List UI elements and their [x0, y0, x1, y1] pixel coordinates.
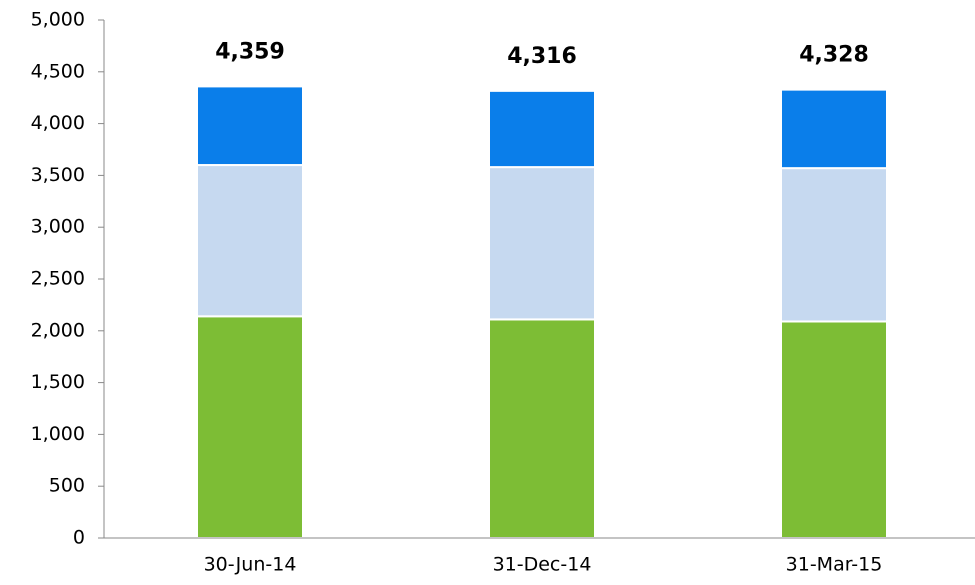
- bar-segment: [780, 88, 888, 170]
- x-tick-label: 31-Dec-14: [493, 554, 592, 576]
- total-label: 4,316: [507, 44, 577, 69]
- y-tick-label: 3,000: [31, 216, 85, 238]
- bar-segment: [780, 167, 888, 323]
- y-tick-label: 1,000: [31, 423, 85, 445]
- bar-segment: [196, 315, 304, 539]
- bar-segment: [780, 320, 888, 540]
- bar-segment: [196, 85, 304, 167]
- y-tick-label: 5,000: [31, 9, 85, 31]
- y-tick-label: 2,000: [31, 319, 85, 341]
- y-tick-label: 1,500: [31, 371, 85, 393]
- y-tick-label: 0: [73, 527, 85, 549]
- x-tick-label: 31-Mar-15: [786, 554, 883, 576]
- bar-segment: [488, 89, 596, 169]
- bar-segment: [488, 318, 596, 539]
- y-tick-label: 3,500: [31, 164, 85, 186]
- bar-segment: [488, 166, 596, 321]
- total-label: 4,328: [799, 43, 869, 68]
- x-tick-label: 30-Jun-14: [204, 554, 297, 576]
- y-tick-label: 4,000: [31, 112, 85, 134]
- y-tick-label: 2,500: [31, 268, 85, 290]
- y-tick-label: 500: [49, 475, 85, 497]
- bar-segment: [196, 164, 304, 318]
- total-label: 4,359: [215, 39, 285, 64]
- y-tick-label: 4,500: [31, 60, 85, 82]
